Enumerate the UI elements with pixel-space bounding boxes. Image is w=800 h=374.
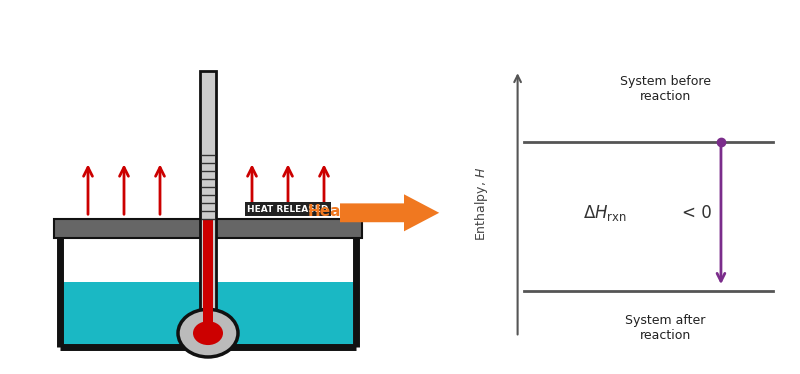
Text: System before
reaction: System before reaction [620,75,710,103]
Bar [203,220,213,330]
Bar [63,282,353,345]
Bar [200,71,216,332]
Text: Heat: Heat [308,204,349,219]
Text: System after
reaction: System after reaction [625,314,706,342]
FancyArrow shape [340,194,439,231]
Text: < 0: < 0 [682,204,711,222]
Circle shape [193,321,223,345]
Text: HEAT RELEASED: HEAT RELEASED [247,205,329,214]
Text: ENTHALPY CHANGE: STANDARD ENTHALPY OF REACTION: ENTHALPY CHANGE: STANDARD ENTHALPY OF RE… [134,15,666,33]
Text: $\Delta H_{\mathrm{rxn}}$: $\Delta H_{\mathrm{rxn}}$ [583,203,627,223]
Bar [54,219,362,238]
Circle shape [178,309,238,357]
Text: Enthalpy, $H$: Enthalpy, $H$ [473,167,490,241]
